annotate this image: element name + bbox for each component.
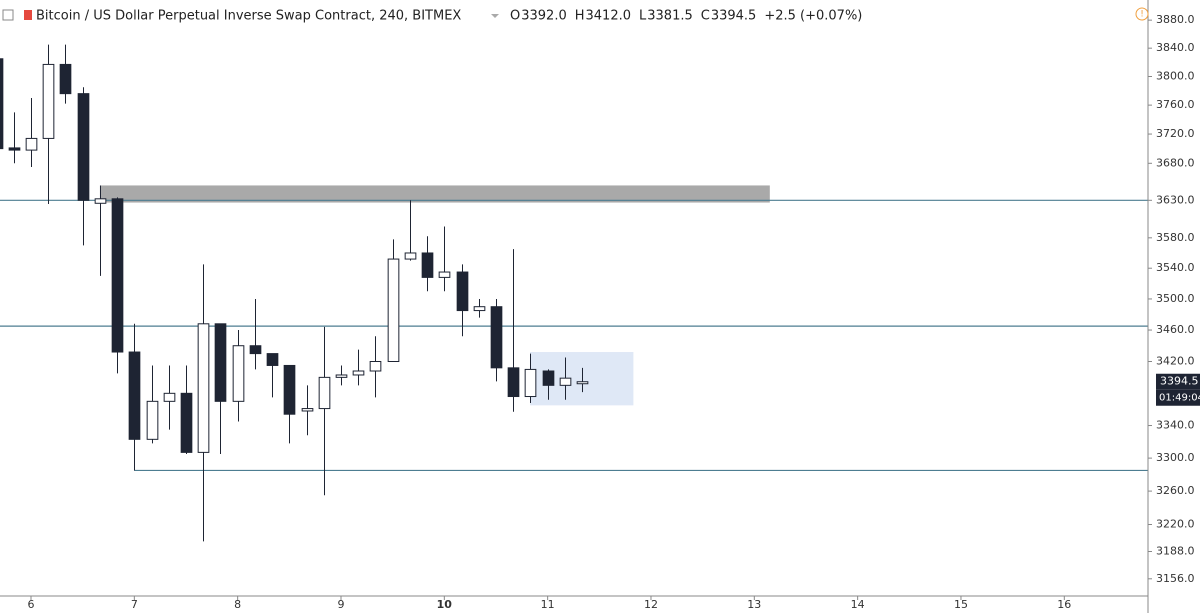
candle-body: [249, 345, 262, 355]
last-price-label: 3394.5: [1160, 375, 1199, 388]
ohlc-label: H: [575, 9, 585, 24]
candle-body: [507, 367, 520, 398]
ohlc-value: 3381.5: [647, 9, 693, 24]
y-tick-label: 3300.0: [1156, 451, 1195, 464]
y-tick-label: 3340.0: [1156, 419, 1195, 432]
ohlc-label: O: [510, 9, 520, 24]
candle-body: [180, 392, 193, 453]
x-tick-label: 12: [644, 598, 658, 611]
candle-body: [283, 364, 296, 415]
collapse-icon[interactable]: [2, 9, 14, 21]
candle-body: [335, 374, 348, 378]
candle-body: [59, 63, 72, 95]
y-tick-label: 3156.0: [1156, 572, 1195, 585]
chart-title: Bitcoin / US Dollar Perpetual Inverse Sw…: [36, 9, 461, 24]
candle-body: [576, 381, 589, 385]
ohlc-label: L: [639, 9, 647, 24]
x-tick-label: 10: [437, 598, 453, 611]
x-tick-label: 14: [851, 598, 865, 611]
axes: 3880.0 3840.0 3800.0 3760.0 3720.0 3680.0 3630…: [27, 13, 1200, 611]
zone: [99, 185, 770, 203]
y-tick-label: 3220.0: [1156, 517, 1195, 530]
candle-body: [421, 252, 434, 278]
dropdown[interactable]: [491, 14, 499, 18]
ohlc-value: 3394.5: [711, 9, 757, 24]
x-tick-label: 8: [234, 598, 241, 611]
y-tick-label: 3840.0: [1156, 41, 1195, 54]
candle-body: [232, 345, 245, 402]
change: +2.5 (+0.07%): [764, 9, 862, 24]
candle-body: [369, 360, 382, 372]
candle-body: [111, 198, 124, 353]
candle-body: [473, 306, 486, 312]
candle-body: [8, 147, 21, 151]
x-tick-label: 6: [27, 598, 34, 611]
ohlc-label: C: [701, 9, 710, 24]
candle-body: [404, 252, 417, 260]
candle-body: [318, 376, 331, 410]
y-tick-label: 3460.0: [1156, 323, 1195, 336]
x-tick-label: 9: [337, 598, 344, 611]
candle-body: [301, 408, 314, 412]
header-bg: [0, 0, 900, 32]
last-price-tag: [1156, 373, 1200, 390]
candle-body: [42, 63, 55, 139]
y-tick-label: 3880.0: [1156, 13, 1195, 26]
y-tick-label: 3500.0: [1156, 292, 1195, 305]
y-tick-label: 3630.0: [1156, 193, 1195, 206]
y-tick-label: 3260.0: [1156, 484, 1195, 497]
candle-body: [25, 137, 38, 151]
candle-body: [266, 353, 279, 366]
warning-mark: !: [1140, 10, 1144, 20]
countdown-tag: [1156, 389, 1200, 406]
candle-body: [559, 377, 572, 386]
y-tick-label: 3680.0: [1156, 156, 1195, 169]
countdown-label: 01:49:04: [1159, 393, 1200, 404]
y-tick-label: 3188.0: [1156, 545, 1195, 558]
y-tick-label: 3800.0: [1156, 69, 1195, 82]
y-tick-label: 3760.0: [1156, 98, 1195, 111]
x-tick-label: 11: [541, 598, 555, 611]
x-tick-label: 16: [1057, 598, 1071, 611]
ohlc-value: 3412.0: [586, 9, 632, 24]
candle-body: [490, 306, 503, 369]
candle-body: [0, 58, 4, 150]
candle-body: [214, 323, 227, 402]
y-tick-label: 3540.0: [1156, 261, 1195, 274]
candle-body: [128, 351, 141, 440]
candle-body: [387, 258, 400, 362]
candle-body: [197, 323, 210, 453]
candle-body: [77, 93, 90, 201]
flag-icon: [24, 10, 32, 20]
y-tick-label: 3420.0: [1156, 354, 1195, 367]
candle-body: [163, 392, 176, 402]
x-tick-label: 13: [747, 598, 761, 611]
candle-body: [456, 271, 469, 312]
plot-area: [0, 44, 1148, 542]
ohlc-value: 3392.0: [521, 9, 567, 24]
y-tick-label: 3720.0: [1156, 127, 1195, 140]
x-tick-label: 7: [131, 598, 138, 611]
ohlc-legend: O 3392.0 H 3412.0 L 3381.5 C 3394.5 +2.5 (+0.07%…: [510, 9, 862, 24]
warning-icon[interactable]: [1135, 7, 1149, 21]
candle-body: [352, 370, 365, 376]
candle-body: [524, 368, 537, 398]
candle-body: [146, 400, 159, 440]
y-tick-label: 3580.0: [1156, 231, 1195, 244]
candle-body: [438, 271, 451, 278]
candle-body: [94, 198, 107, 204]
candle-body: [542, 370, 555, 386]
x-tick-label: 15: [954, 598, 968, 611]
